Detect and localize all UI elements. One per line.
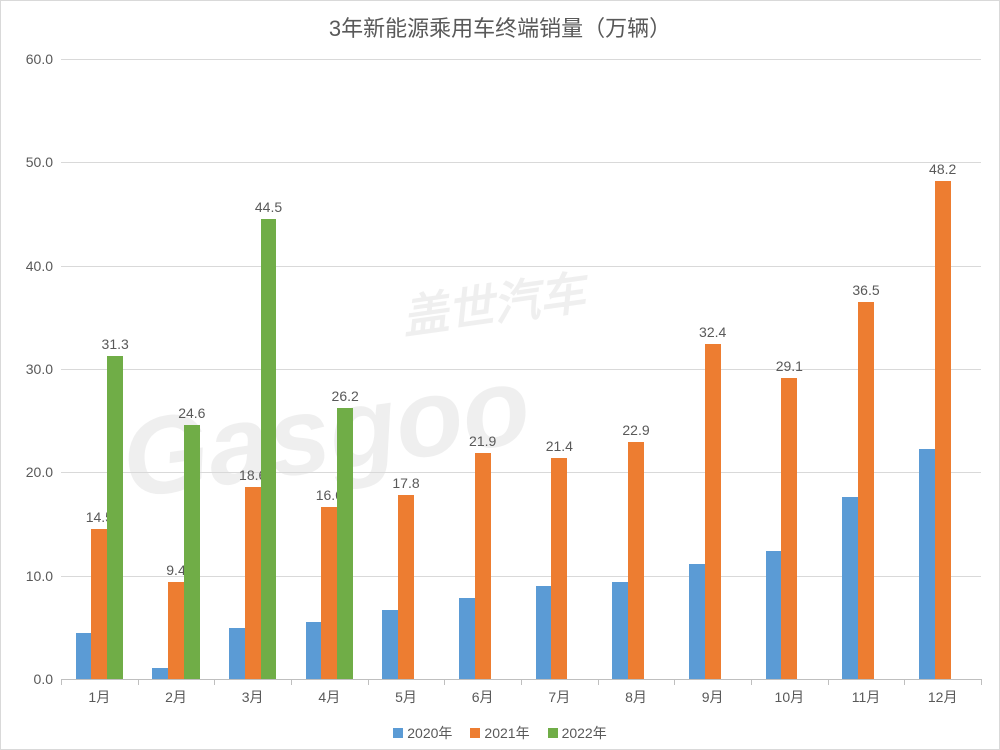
bar-value-label: 22.9 xyxy=(622,422,649,438)
bar-value-label: 21.9 xyxy=(469,433,496,449)
bar xyxy=(628,442,644,679)
bar xyxy=(919,449,935,679)
x-tick xyxy=(368,679,369,685)
x-tick xyxy=(138,679,139,685)
bar-value-label: 26.2 xyxy=(332,388,359,404)
bar xyxy=(229,628,245,679)
bar-value-label: 36.5 xyxy=(852,282,879,298)
bar xyxy=(321,507,337,679)
bar-value-label: 31.3 xyxy=(102,336,129,352)
legend-item: 2021年 xyxy=(470,723,529,743)
bar xyxy=(842,497,858,679)
legend-item: 2020年 xyxy=(393,723,452,743)
bar xyxy=(107,356,123,679)
x-tick xyxy=(291,679,292,685)
legend-label: 2020年 xyxy=(407,723,452,743)
bar xyxy=(152,668,168,679)
x-tick xyxy=(828,679,829,685)
grid-line xyxy=(61,162,981,163)
bar xyxy=(168,582,184,679)
x-tick xyxy=(674,679,675,685)
y-tick-label: 0.0 xyxy=(34,671,61,687)
bar-value-label: 24.6 xyxy=(178,405,205,421)
y-tick-label: 40.0 xyxy=(26,258,61,274)
bar xyxy=(766,551,782,679)
x-tick-label: 6月 xyxy=(472,679,494,707)
grid-line xyxy=(61,369,981,370)
x-tick-label: 11月 xyxy=(852,679,881,707)
x-tick-label: 5月 xyxy=(395,679,417,707)
bar-value-label: 44.5 xyxy=(255,199,282,215)
bar xyxy=(781,378,797,679)
bar xyxy=(245,487,261,679)
plot-area: Gasgoo 盖世汽车 0.010.020.030.040.050.060.01… xyxy=(61,59,981,679)
x-tick-label: 2月 xyxy=(165,679,187,707)
bar-value-label: 32.4 xyxy=(699,324,726,340)
legend-swatch xyxy=(393,728,403,738)
y-tick-label: 60.0 xyxy=(26,51,61,67)
legend-swatch xyxy=(470,728,480,738)
bar-value-label: 21.4 xyxy=(546,438,573,454)
x-tick xyxy=(598,679,599,685)
x-tick xyxy=(61,679,62,685)
x-tick xyxy=(214,679,215,685)
y-tick-label: 20.0 xyxy=(26,464,61,480)
legend: 2020年 2021年 2022年 xyxy=(1,723,999,743)
x-tick-label: 4月 xyxy=(318,679,340,707)
nev-sales-chart: 3年新能源乘用车终端销量（万辆） Gasgoo 盖世汽车 0.010.020.0… xyxy=(0,0,1000,750)
x-tick xyxy=(521,679,522,685)
bar xyxy=(184,425,200,679)
bar xyxy=(705,344,721,679)
bar xyxy=(398,495,414,679)
y-tick-label: 10.0 xyxy=(26,568,61,584)
legend-swatch xyxy=(548,728,558,738)
bar xyxy=(551,458,567,679)
y-tick-label: 50.0 xyxy=(26,154,61,170)
x-tick xyxy=(444,679,445,685)
x-tick-label: 8月 xyxy=(625,679,647,707)
x-tick-label: 9月 xyxy=(702,679,724,707)
bar xyxy=(858,302,874,679)
bar xyxy=(76,633,92,680)
bar xyxy=(91,529,107,679)
bar xyxy=(536,586,552,679)
x-tick-label: 7月 xyxy=(548,679,570,707)
x-tick xyxy=(981,679,982,685)
bar xyxy=(306,622,322,679)
watermark-cn: 盖世汽车 xyxy=(397,257,588,348)
x-tick-label: 3月 xyxy=(242,679,264,707)
bar xyxy=(337,408,353,679)
chart-title: 3年新能源乘用车终端销量（万辆） xyxy=(1,11,999,43)
x-tick xyxy=(904,679,905,685)
bar xyxy=(261,219,277,679)
x-tick-label: 10月 xyxy=(775,679,805,707)
legend-label: 2022年 xyxy=(562,723,607,743)
legend-label: 2021年 xyxy=(484,723,529,743)
bar xyxy=(475,453,491,679)
x-tick-label: 12月 xyxy=(928,679,958,707)
bar xyxy=(935,181,951,679)
bar-value-label: 17.8 xyxy=(392,475,419,491)
bar xyxy=(612,582,628,679)
bar-value-label: 9.4 xyxy=(166,562,185,578)
legend-item: 2022年 xyxy=(548,723,607,743)
bar xyxy=(382,610,398,679)
x-tick-label: 1月 xyxy=(88,679,110,707)
grid-line xyxy=(61,266,981,267)
y-tick-label: 30.0 xyxy=(26,361,61,377)
bar-value-label: 48.2 xyxy=(929,161,956,177)
bar-value-label: 29.1 xyxy=(776,358,803,374)
bar xyxy=(459,598,475,679)
grid-line xyxy=(61,59,981,60)
x-tick xyxy=(751,679,752,685)
bar xyxy=(689,564,705,679)
